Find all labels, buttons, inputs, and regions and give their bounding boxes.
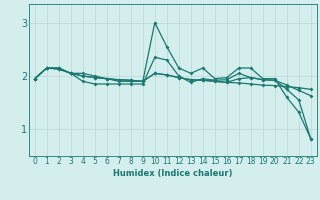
X-axis label: Humidex (Indice chaleur): Humidex (Indice chaleur) — [113, 169, 233, 178]
